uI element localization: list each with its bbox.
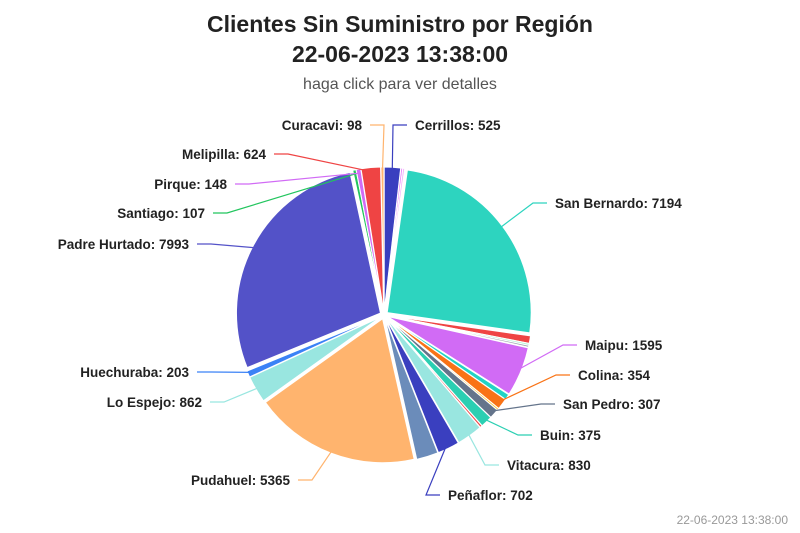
connector-pudahuel [298,449,334,481]
connector-lo-espejo [210,386,260,403]
footer-timestamp: 22-06-2023 13:38:00 [676,513,788,527]
connector-buin [483,418,532,436]
pie-slice-san-bernardo[interactable] [386,169,532,334]
data-label-san-pedro: San Pedro: 307 [563,397,661,412]
pie-slice-talagante[interactable] [387,315,530,348]
data-label-curacavi: Curacavi: 98 [282,118,363,133]
connector-curacavi [370,124,385,172]
connector-vitacura [466,432,499,466]
connector-san-bernardo [498,202,547,229]
connector-san-pedro [491,403,555,412]
data-label-padre-hurtado: Padre Hurtado: 7993 [58,237,190,252]
chart-title: Clientes Sin Suministro por Región [207,11,593,37]
connector-peñaflor [425,444,448,496]
pie-slice-padre-hurtado[interactable] [235,171,382,369]
data-label-santiago: Santiago: 107 [117,206,205,221]
data-label-pudahuel: Pudahuel: 5365 [191,473,291,488]
data-label-huechuraba: Huechuraba: 203 [80,365,189,380]
chart-subtitle: haga click para ver detalles [303,76,497,93]
data-label-pirque: Pirque: 148 [154,177,227,192]
pie-slice-huechuraba[interactable] [246,316,381,378]
data-label-peñaflor: Peñaflor: 702 [448,488,533,503]
connector-pirque [235,172,360,185]
data-label-vitacura: Vitacura: 830 [507,458,591,473]
pie-slice-colina3[interactable] [384,167,406,312]
data-label-san-bernardo: San Bernardo: 7194 [555,196,682,211]
chart-title-timestamp: 22-06-2023 13:38:00 [291,41,509,67]
pie-slice-pudahuel[interactable] [264,317,415,464]
connector-cerrillos [391,124,407,172]
connector-padre-hurtado [197,243,257,249]
data-label-cerrillos: Cerrillos: 525 [415,118,501,133]
connector-santiago [213,173,356,214]
connector-maipu [516,344,577,371]
pie-slice-maipu[interactable] [387,316,529,395]
data-label-maipu: Maipu: 1595 [585,338,663,353]
pie-slice-peñaflor[interactable] [385,318,459,454]
pie-slice-curacaví2[interactable] [384,318,439,460]
data-label-colina: Colina: 354 [578,368,651,383]
data-label-melipilla: Melipilla: 624 [182,147,267,162]
connector-melipilla [274,153,372,173]
data-label-buin: Buin: 375 [540,428,601,443]
data-label-lo-espejo: Lo Espejo: 862 [107,395,202,410]
connector-colina [498,374,570,403]
